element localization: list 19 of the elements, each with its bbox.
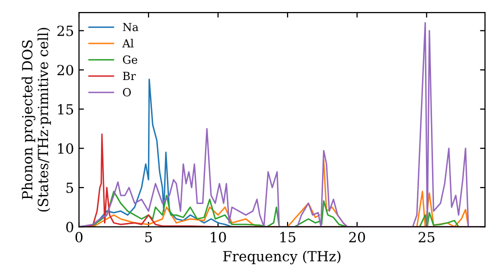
x-axis-title: Frequency (THz) <box>223 250 340 264</box>
y-tick-label: 25 <box>57 26 74 36</box>
legend-label: Br <box>122 72 136 80</box>
y-tick-label: 0 <box>66 222 74 232</box>
y-tick-label: 20 <box>57 64 74 76</box>
y-tick-label: 10 <box>58 143 74 154</box>
y-tick-label: 15 <box>58 104 74 115</box>
legend-label: Al <box>122 38 134 48</box>
x-tick-label: 5 <box>145 232 152 242</box>
x-tick-label: 15 <box>280 232 296 242</box>
x-tick-label: 0 <box>75 232 82 242</box>
legend-label: Na <box>122 22 138 32</box>
x-tick-label: 25 <box>418 232 434 242</box>
legend-label: Ge <box>122 55 138 64</box>
x-tick-label: 20 <box>349 232 365 242</box>
x-tick-label: 10 <box>210 232 226 242</box>
y-tick-label: 5 <box>66 182 74 194</box>
legend-label: O <box>122 88 131 96</box>
y-axis-title: Phonon projected DOS (States/THz·primitive cell) <box>22 28 51 212</box>
